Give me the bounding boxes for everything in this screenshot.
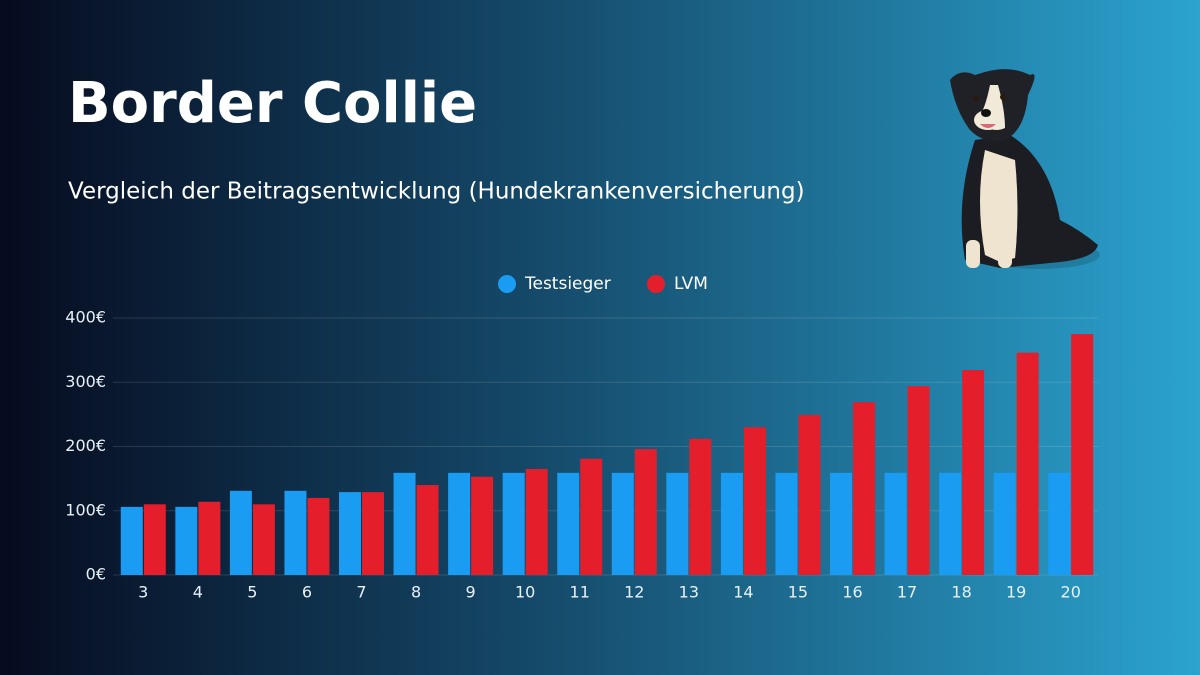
legend-label: Testsieger <box>524 274 611 294</box>
dog-illustration <box>950 69 1100 269</box>
bar <box>120 506 143 575</box>
bar <box>666 472 689 575</box>
y-tick-label: 400€ <box>65 308 106 327</box>
bar <box>580 458 603 575</box>
chart-subtitle: Vergleich der Beitragsentwicklung (Hunde… <box>68 179 805 205</box>
bar <box>1048 472 1071 575</box>
x-tick-label: 14 <box>733 583 753 602</box>
bar <box>229 490 252 575</box>
bar <box>252 504 275 575</box>
bar <box>416 485 439 575</box>
x-tick-label: 20 <box>1061 583 1081 602</box>
bar <box>611 472 634 575</box>
x-tick-label: 16 <box>842 583 862 602</box>
bar <box>634 449 657 575</box>
x-tick-label: 11 <box>570 583 590 602</box>
bar <box>362 492 384 575</box>
x-tick-label: 19 <box>1006 583 1026 602</box>
bar <box>339 492 361 575</box>
bar <box>1016 352 1039 575</box>
bar <box>284 490 307 575</box>
bar <box>175 506 198 575</box>
bar <box>557 472 580 575</box>
bar <box>198 501 221 575</box>
x-tick-label: 18 <box>951 583 971 602</box>
bar <box>993 472 1016 575</box>
bar <box>798 415 821 575</box>
bar <box>830 472 852 575</box>
bar <box>962 370 985 575</box>
bar <box>853 402 875 575</box>
legend-label: LVM <box>674 274 708 294</box>
y-tick-label: 0€ <box>86 565 106 584</box>
x-tick-label: 10 <box>515 583 535 602</box>
x-tick-label: 8 <box>411 583 421 602</box>
bar <box>307 497 330 575</box>
bar <box>448 472 471 575</box>
bar <box>689 438 712 575</box>
bar <box>143 504 166 575</box>
x-tick-label: 7 <box>356 583 366 602</box>
chart-title: Border Collie <box>68 71 477 136</box>
x-tick-label: 3 <box>138 583 148 602</box>
legend-swatch <box>498 275 516 293</box>
x-tick-label: 15 <box>788 583 808 602</box>
bar <box>525 468 548 575</box>
bar <box>743 427 766 575</box>
legend-swatch <box>647 275 665 293</box>
y-tick-label: 300€ <box>65 372 106 391</box>
x-tick-label: 6 <box>302 583 312 602</box>
bar <box>939 472 962 575</box>
x-tick-label: 13 <box>679 583 699 602</box>
bar <box>1071 334 1094 575</box>
x-tick-label: 12 <box>624 583 644 602</box>
bar <box>720 472 743 575</box>
bar <box>884 472 907 575</box>
x-tick-label: 9 <box>466 583 476 602</box>
x-tick-label: 4 <box>193 583 203 602</box>
bar <box>393 472 416 575</box>
bar <box>775 472 798 575</box>
bar <box>502 472 525 575</box>
y-tick-label: 100€ <box>65 500 106 519</box>
y-tick-label: 200€ <box>65 436 106 455</box>
x-tick-label: 17 <box>897 583 917 602</box>
bar <box>907 386 930 575</box>
x-tick-label: 5 <box>247 583 257 602</box>
bar <box>471 476 494 575</box>
